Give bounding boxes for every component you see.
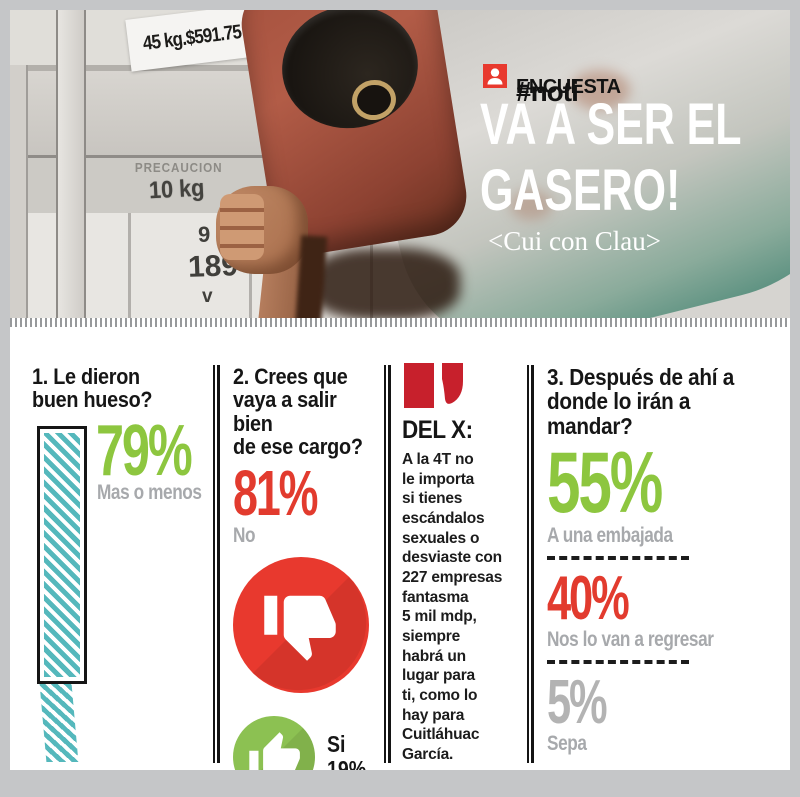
board-text-mark: v <box>202 286 213 307</box>
truck-post-mid <box>56 10 86 318</box>
bar-fill-striped <box>44 432 80 677</box>
flag-quote-icon <box>404 363 463 408</box>
photo-header: 45 kg.$591.75 PRECAUCION 10 kg 9 189 v <box>10 10 790 318</box>
column-divider <box>384 365 391 763</box>
option-1-label: A una embajada <box>547 524 673 548</box>
question-1-column: 1. Le dieron buen hueso? 79% Mas o menos <box>32 365 213 770</box>
poll-results-section: 1. Le dieron buen hueso? 79% Mas o menos… <box>10 331 790 770</box>
person-shadow <box>310 248 460 318</box>
question-3-option-1: 55% A una embajada <box>547 438 790 547</box>
board-text-weight: 10 kg <box>148 174 205 205</box>
delx-body-text: A la 4T no le importa si tienes escándal… <box>402 451 503 764</box>
question-2-si-label: Si <box>327 730 346 757</box>
question-3-option-3: 5% Sepa <box>547 666 790 755</box>
byline: <Cui con Clau> <box>488 226 661 256</box>
option-2-value: 40% <box>547 564 630 634</box>
question-2-si-block: Si 19% <box>327 730 367 770</box>
option-2-label: Nos lo van a regresar <box>547 628 714 652</box>
question-2-si-value: 19% <box>327 756 367 770</box>
delx-column: DEL X: A la 4T no le importa si tienes e… <box>391 363 527 770</box>
thumbs-up-icon <box>233 716 315 770</box>
headline-line1: VA A SER EL <box>480 92 742 157</box>
hashtag-bold: #noti <box>516 76 579 107</box>
bar-outline <box>37 425 87 684</box>
hand-shadow <box>294 235 328 318</box>
person-bust-icon <box>483 64 507 88</box>
option-1-value: 55% <box>547 435 663 532</box>
bar-overflow-tail <box>39 683 79 762</box>
question-2-no-value: 81% <box>233 457 318 530</box>
truck-post-left <box>10 65 28 318</box>
column-divider <box>213 365 220 763</box>
board-text-9: 9 <box>198 222 211 247</box>
delx-heading: DEL X: <box>402 416 473 444</box>
question-3-option-2: 40% Nos lo van a regresar <box>547 562 790 651</box>
hashtag-caps: ENCUESTA <box>516 76 621 98</box>
thumbs-up-row: Si 19% <box>233 716 384 770</box>
question-1-label: Mas o menos <box>97 480 202 504</box>
column-divider <box>527 365 534 763</box>
hashtag-row: #noti ENCUESTA <box>483 64 621 107</box>
dashed-divider <box>547 660 689 665</box>
rust-spot <box>510 190 552 220</box>
thumbs-down-icon <box>233 557 369 694</box>
question-1-title: 1. Le dieron buen hueso? <box>32 364 153 413</box>
board-text-caution: PRECAUCION <box>134 160 223 175</box>
hand-fingers <box>220 194 264 260</box>
question-2-title: 2. Crees que vaya a salir bien de ese ca… <box>233 364 363 459</box>
question-2-no-label: No <box>233 524 256 548</box>
option-3-value: 5% <box>547 668 608 738</box>
content-frame: 45 kg.$591.75 PRECAUCION 10 kg 9 189 v <box>10 10 790 770</box>
headline-line2: GASERO! <box>480 158 681 223</box>
dashed-divider <box>547 556 689 561</box>
price-tag-text: 45 kg.$591.75 <box>141 20 243 55</box>
question-3-title: 3. Después de ahí a donde lo irán a mand… <box>547 364 735 439</box>
option-3-label: Sepa <box>547 732 587 756</box>
question-1-bar-chart: 79% Mas o menos <box>32 414 213 766</box>
question-2-column: 2. Crees que vaya a salir bien de ese ca… <box>220 365 384 770</box>
question-3-column: 3. Después de ahí a donde lo irán a mand… <box>534 365 790 770</box>
tick-strip <box>10 318 790 331</box>
rust-spot <box>570 70 630 110</box>
question-1-value: 79% <box>96 410 193 491</box>
